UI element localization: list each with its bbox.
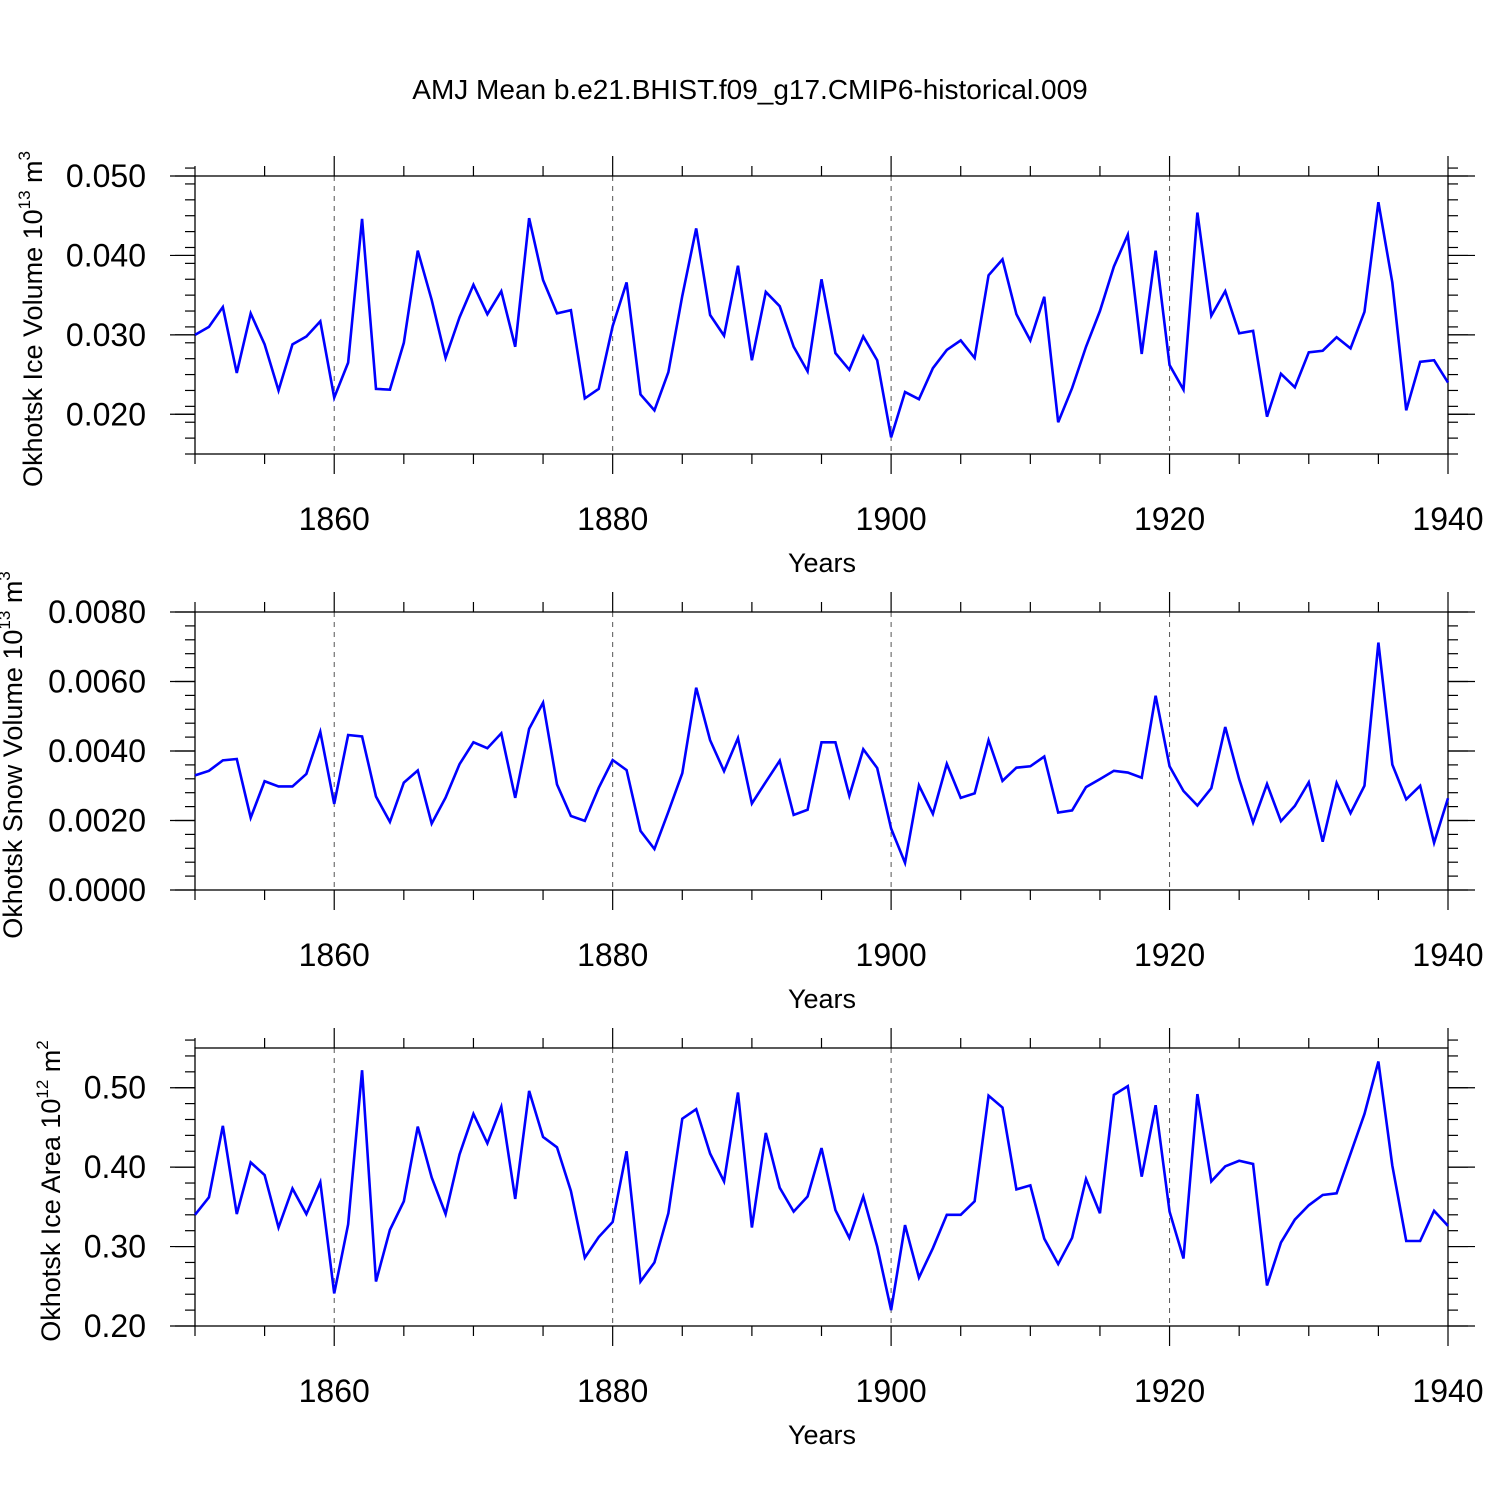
y-tick-label: 0.30 [84,1229,146,1265]
x-tick-label: 1920 [1134,501,1205,537]
y-axis-title: Okhotsk Ice Volume 1013 m3 [15,151,48,487]
x-tick-label: 1920 [1134,937,1205,973]
x-tick-label: 1860 [299,501,370,537]
series-line-ice-volume [194,201,1450,438]
y-tick-label: 0.20 [84,1308,146,1344]
y-tick-label: 0.0020 [48,803,146,839]
plot-frame [194,1047,1449,1327]
plot-frame [194,611,1449,891]
plot-frame [194,175,1449,455]
x-tick-label: 1860 [299,937,370,973]
x-axis-title: Years [788,984,856,1014]
x-tick-label: 1920 [1134,1373,1205,1409]
y-tick-label: 0.40 [84,1149,146,1185]
y-tick-label: 0.040 [66,237,146,273]
y-tick-label: 0.0080 [48,594,146,630]
y-tick-label: 0.020 [66,396,146,432]
x-tick-label: 1900 [856,1373,927,1409]
panel-ice-area: 0.20 0.30 0.40 0.50 1860 1880 1900 1920 1940 Ye… [33,1028,1484,1450]
y-tick-label: 0.0000 [48,872,146,908]
panel-snow-volume: 0.0000 0.0020 0.0040 0.0060 0.0080 1860 1880 1… [0,571,1484,1014]
y-tick-label: 0.030 [66,317,146,353]
series-line-ice-area [193,1061,1449,1311]
y-tick-label: 0.50 [84,1070,146,1106]
x-tick-label: 1880 [577,1373,648,1409]
y-tick-label: 0.050 [66,158,146,194]
series-line-snow-volume [194,642,1450,868]
y-tick-label: 0.0040 [48,733,146,769]
x-tick-label: 1880 [577,501,648,537]
x-tick-label: 1940 [1412,501,1483,537]
x-tick-label: 1940 [1412,1373,1483,1409]
x-axis-title: Years [788,1420,856,1450]
y-axis-title: Okhotsk Snow Volume 1013 m3 [0,571,28,939]
x-tick-label: 1940 [1412,937,1483,973]
panel-ice-volume: 0.020 0.030 0.040 0.050 1860 1880 1900 1920 194… [15,151,1484,578]
y-axis-title: Okhotsk Ice Area 1012 m2 [33,1040,66,1342]
chart-title: AMJ Mean b.e21.BHIST.f09_g17.CMIP6-histo… [412,74,1087,105]
x-tick-label: 1900 [856,937,927,973]
x-tick-label: 1900 [856,501,927,537]
x-axis-title: Years [788,548,856,578]
x-tick-label: 1860 [299,1373,370,1409]
y-tick-label: 0.0060 [48,664,146,700]
x-tick-label: 1880 [577,937,648,973]
